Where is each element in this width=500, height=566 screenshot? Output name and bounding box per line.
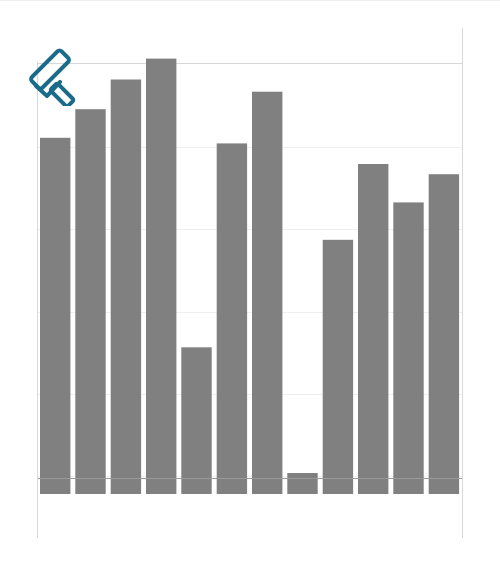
bar-9 xyxy=(322,239,354,494)
gridlines xyxy=(38,147,462,477)
bar-7 xyxy=(252,91,283,494)
bars xyxy=(40,58,460,495)
paint-roller-icon[interactable] xyxy=(24,38,92,109)
bar-1 xyxy=(40,137,71,495)
bar-4 xyxy=(146,58,177,494)
bar-8 xyxy=(287,473,318,494)
bar-6 xyxy=(216,143,248,494)
bar-3 xyxy=(110,79,142,494)
bar-11 xyxy=(393,202,424,494)
bar-12 xyxy=(428,174,460,494)
bar-5 xyxy=(181,347,212,494)
bar-10 xyxy=(358,164,389,494)
bar-2 xyxy=(75,109,106,494)
